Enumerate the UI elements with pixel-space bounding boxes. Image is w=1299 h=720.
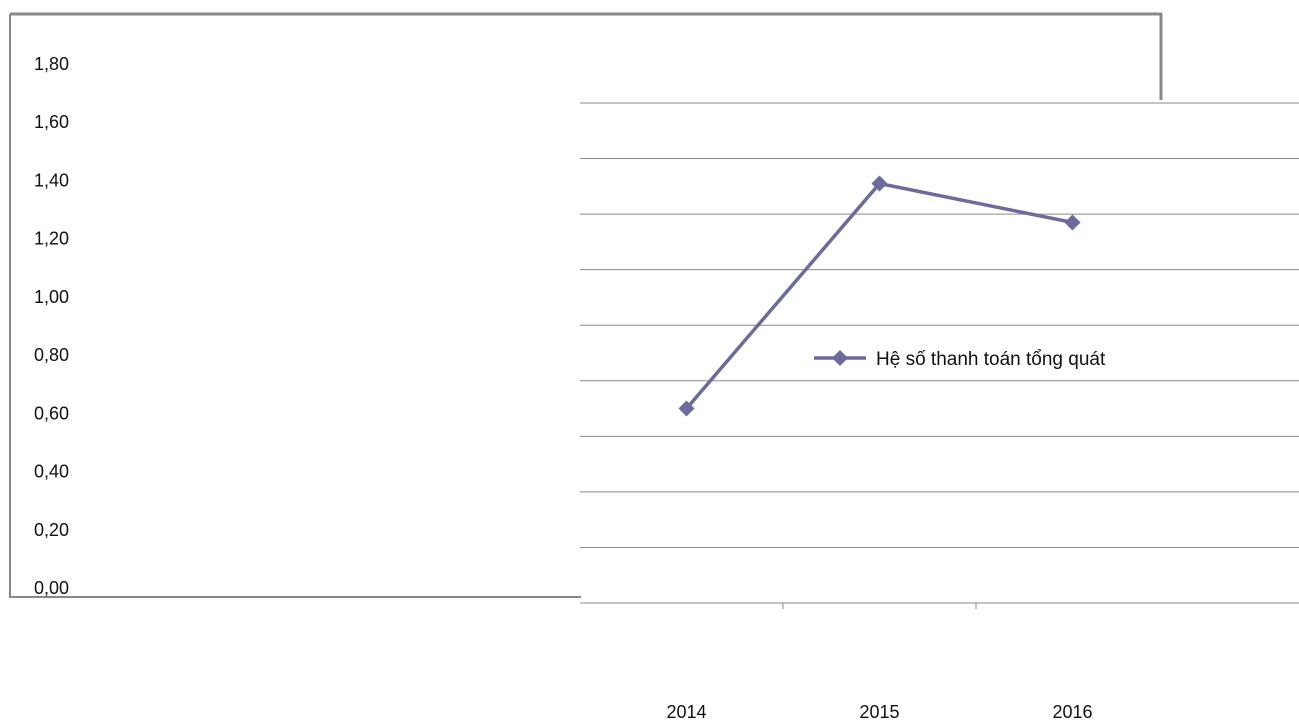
- y-tick-label: 0,80: [34, 345, 69, 365]
- data-point-marker: [1064, 214, 1081, 231]
- y-tick-label: 1,20: [34, 229, 69, 249]
- series-group: [678, 175, 1081, 417]
- old-frame: [9, 12, 1163, 598]
- y-tick-label: 0,00: [34, 578, 69, 598]
- series-line: [685, 181, 1073, 410]
- y-tick-label: 0,40: [34, 462, 69, 482]
- y-tick-label: 1,60: [34, 112, 69, 132]
- data-point-marker: [678, 400, 695, 417]
- x-tick-label: 2014: [666, 702, 706, 720]
- y-axis-tick-labels: 0,00 0,20 0,40 0,60 0,80 1,00 1,20 1,40 1,60 1,80: [34, 54, 69, 598]
- y-tick-label: 1,00: [34, 287, 69, 307]
- x-tick-label: 2015: [859, 702, 899, 720]
- legend-marker: [832, 350, 848, 366]
- gridlines: [580, 102, 1299, 548]
- legend: Hệ số thanh toán tổng quát: [814, 349, 1106, 370]
- x-tick-label: 2016: [1052, 702, 1092, 720]
- y-tick-label: 1,40: [34, 170, 69, 190]
- legend-label: Hệ số thanh toán tổng quát: [876, 349, 1106, 370]
- x-axis-tick-labels: 2014 2015 2016: [666, 702, 1092, 720]
- y-tick-label: 0,60: [34, 403, 69, 423]
- y-tick-label: 1,80: [34, 54, 69, 74]
- data-point-marker: [871, 175, 888, 192]
- x-axis: [580, 602, 1299, 609]
- y-tick-label: 0,20: [34, 520, 69, 540]
